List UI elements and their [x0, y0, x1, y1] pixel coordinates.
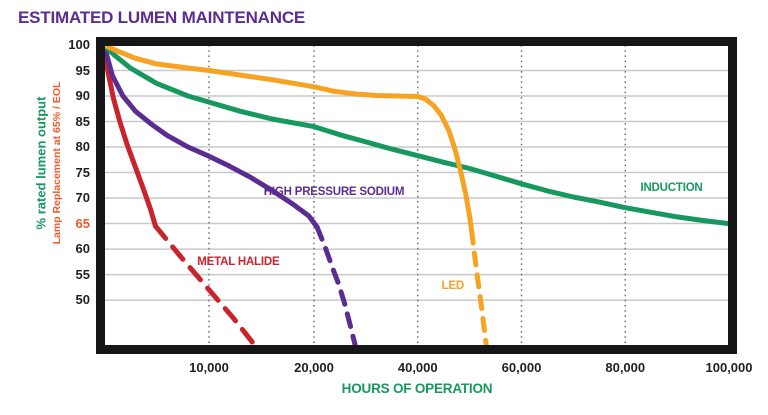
x-tick-label-20000: 20,000: [294, 360, 334, 375]
series-induction-solid: [101, 42, 732, 227]
series-label-metal-halide: METAL HALIDE: [197, 255, 280, 268]
series-metal-halide-solid: [101, 42, 158, 229]
plot-area: [96, 37, 737, 354]
series-led-solid: [101, 42, 475, 234]
x-tick-label-100000: 100,000: [705, 360, 753, 375]
x-tick-label-80000: 80,000: [605, 360, 646, 375]
y-tick-label-50: 50: [75, 292, 90, 308]
y-tick-label-65: 65: [75, 215, 90, 231]
y-tick-label-70: 70: [75, 190, 90, 206]
series-metal-halide-dashed: [153, 223, 257, 347]
x-axis-title: HOURS OF OPERATION: [341, 381, 493, 396]
series-high-pressure-sodium-solid: [101, 42, 320, 230]
plot-border: [96, 37, 737, 354]
y-tick-label-85: 85: [75, 113, 90, 129]
y-tick-label-90: 90: [75, 88, 90, 104]
y-tick-label-80: 80: [75, 139, 90, 155]
y-tick-label-55: 55: [75, 266, 90, 282]
x-tick-label-40000: 40,000: [397, 360, 438, 375]
series-label-induction: INDUCTION: [640, 181, 703, 194]
y-tick-label-100: 100: [68, 37, 90, 52]
y-tick-label-60: 60: [75, 241, 90, 257]
chart-title: ESTIMATED LUMEN MAINTENANCE: [18, 8, 306, 27]
x-tick-label-60000: 60,000: [501, 360, 542, 375]
y-tick-label-75: 75: [75, 164, 90, 180]
series-label-high-pressure-sodium: HIGH PRESSURE SODIUM: [263, 186, 405, 199]
y-tick-label-95: 95: [75, 62, 90, 78]
series-high-pressure-sodium-dashed: [314, 224, 358, 347]
series-led-dashed: [469, 228, 489, 347]
x-tick-label-10000: 10,000: [189, 360, 229, 375]
series-label-led: LED: [441, 279, 465, 292]
y-axis-title-rated-lumen-output: % rated lumen output: [33, 96, 49, 230]
